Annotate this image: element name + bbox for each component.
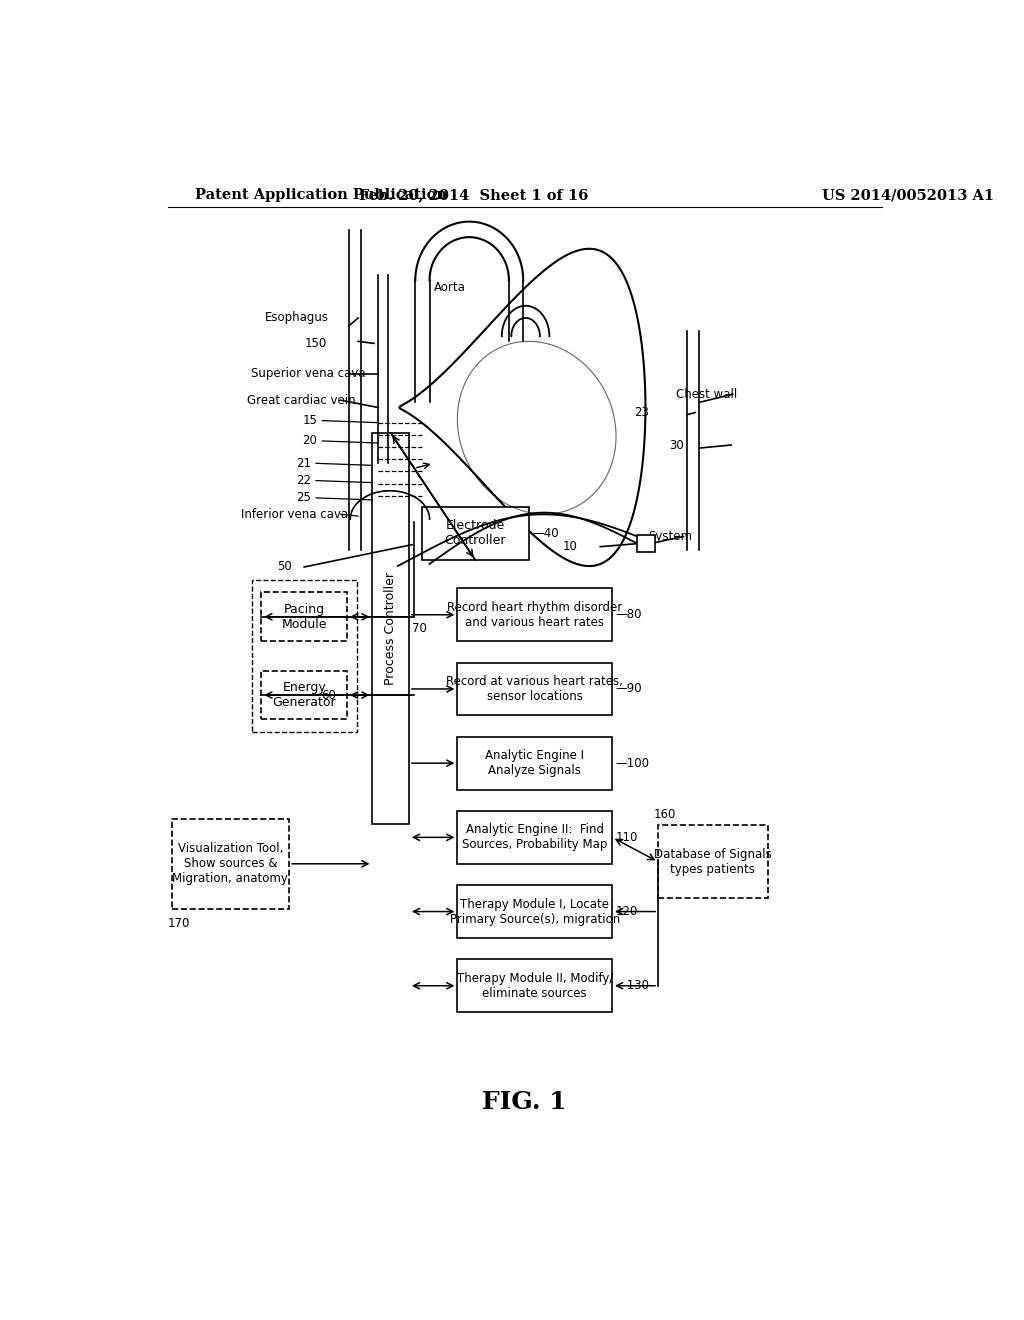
Polygon shape [399, 248, 645, 566]
Text: —100: —100 [615, 756, 649, 770]
Text: Aorta: Aorta [433, 281, 465, 294]
Text: Process Controller: Process Controller [384, 572, 397, 685]
FancyBboxPatch shape [172, 818, 289, 908]
Text: System: System [648, 531, 692, 543]
Text: Energy
Generator: Energy Generator [272, 681, 336, 709]
FancyBboxPatch shape [458, 810, 612, 863]
Text: —130: —130 [615, 979, 649, 993]
FancyBboxPatch shape [458, 737, 612, 789]
FancyBboxPatch shape [658, 825, 768, 899]
Text: Record at various heart rates,
sensor locations: Record at various heart rates, sensor lo… [446, 675, 624, 704]
FancyBboxPatch shape [458, 886, 612, 939]
FancyBboxPatch shape [261, 671, 347, 719]
Text: —90: —90 [615, 682, 642, 696]
Text: 70: 70 [412, 622, 427, 635]
Text: 21: 21 [296, 457, 311, 470]
Text: 170: 170 [168, 917, 190, 931]
Text: —40: —40 [531, 527, 558, 540]
Text: 20: 20 [303, 434, 317, 447]
Text: Therapy Module II, Modify/
eliminate sources: Therapy Module II, Modify/ eliminate sou… [457, 972, 613, 999]
Text: 10: 10 [563, 540, 578, 553]
Text: 50: 50 [278, 561, 292, 573]
Text: Therapy Module I, Locate
Primary Source(s), migration: Therapy Module I, Locate Primary Source(… [450, 898, 620, 925]
Text: Pacing
Module: Pacing Module [282, 603, 327, 631]
Text: 22: 22 [296, 474, 311, 487]
Text: 150: 150 [304, 337, 327, 350]
Text: Electrode
Controller: Electrode Controller [444, 520, 506, 548]
Text: Chest wall: Chest wall [676, 388, 737, 401]
Text: Esophagus: Esophagus [264, 312, 329, 325]
Text: —80: —80 [615, 609, 642, 622]
Text: Great cardiac vein: Great cardiac vein [247, 393, 355, 407]
FancyBboxPatch shape [373, 433, 409, 824]
Text: Inferior vena cava: Inferior vena cava [242, 508, 348, 520]
Text: 15: 15 [303, 414, 317, 428]
Text: Record heart rhythm disorder
and various heart rates: Record heart rhythm disorder and various… [447, 601, 623, 628]
Text: US 2014/0052013 A1: US 2014/0052013 A1 [822, 189, 994, 202]
Text: Superior vena cava: Superior vena cava [251, 367, 366, 380]
Text: 30: 30 [670, 438, 684, 451]
Text: 25: 25 [296, 491, 311, 504]
Bar [638, 536, 655, 552]
Text: Feb. 20, 2014  Sheet 1 of 16: Feb. 20, 2014 Sheet 1 of 16 [358, 189, 588, 202]
Text: Database of Signals
types patients: Database of Signals types patients [654, 847, 772, 875]
FancyBboxPatch shape [458, 960, 612, 1012]
Text: Visualization Tool,
Show sources &
Migration, anatomy: Visualization Tool, Show sources & Migra… [172, 842, 289, 886]
Text: Analytic Engine II:  Find
Sources, Probability Map: Analytic Engine II: Find Sources, Probab… [462, 824, 607, 851]
Text: 23: 23 [634, 407, 649, 418]
FancyBboxPatch shape [458, 663, 612, 715]
FancyBboxPatch shape [261, 593, 347, 642]
Text: 160: 160 [654, 808, 677, 821]
Text: FIG. 1: FIG. 1 [482, 1089, 567, 1114]
FancyBboxPatch shape [422, 507, 528, 560]
FancyBboxPatch shape [458, 589, 612, 642]
Text: Patent Application Publication: Patent Application Publication [196, 189, 447, 202]
Text: 60: 60 [321, 689, 336, 701]
Text: Analytic Engine I
Analyze Signals: Analytic Engine I Analyze Signals [485, 750, 585, 777]
Text: 120: 120 [615, 906, 638, 917]
Text: 110: 110 [615, 830, 638, 843]
